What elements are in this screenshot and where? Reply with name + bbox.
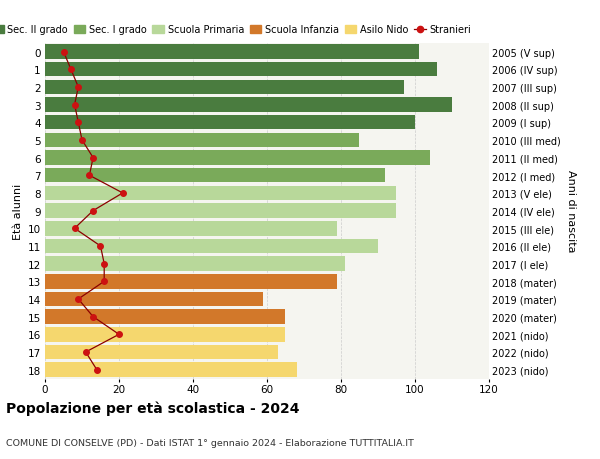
Bar [45,345,278,359]
Bar [45,222,337,236]
Bar [45,168,385,183]
Bar [45,310,286,324]
Bar [45,257,344,271]
Bar [45,186,397,201]
Y-axis label: Anni di nascita: Anni di nascita [566,170,576,252]
Bar [45,204,397,218]
Bar [45,98,452,112]
Bar [45,292,263,307]
Bar [45,274,337,289]
Text: Popolazione per età scolastica - 2024: Popolazione per età scolastica - 2024 [6,401,299,415]
Bar [45,239,378,254]
Bar [45,134,359,148]
Bar [45,80,404,95]
Y-axis label: Età alunni: Età alunni [13,183,23,239]
Bar [45,63,437,77]
Bar [45,116,415,130]
Bar [45,151,430,165]
Bar [45,363,296,377]
Text: COMUNE DI CONSELVE (PD) - Dati ISTAT 1° gennaio 2024 - Elaborazione TUTTITALIA.I: COMUNE DI CONSELVE (PD) - Dati ISTAT 1° … [6,438,414,448]
Bar [45,45,419,60]
Legend: Sec. II grado, Sec. I grado, Scuola Primaria, Scuola Infanzia, Asilo Nido, Stran: Sec. II grado, Sec. I grado, Scuola Prim… [0,25,471,35]
Bar [45,327,286,342]
